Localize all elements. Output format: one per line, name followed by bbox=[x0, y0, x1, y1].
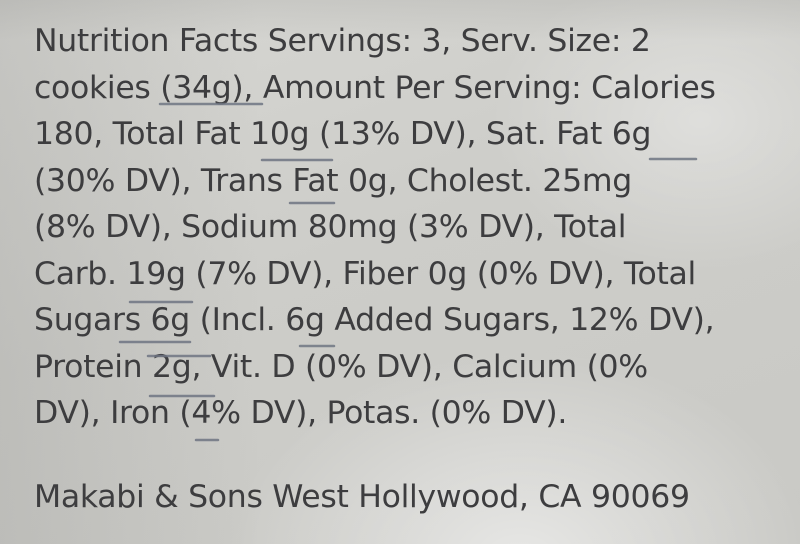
nutrition-line: DV), Iron (4% DV), Potas. (0% DV). bbox=[34, 395, 568, 431]
nutrition-line: Nutrition Facts Servings: 3, Serv. Size:… bbox=[34, 23, 651, 59]
nutrition-line: Sugars 6g (Incl. 6g Added Sugars, 12% DV… bbox=[34, 302, 715, 338]
nutrition-line: Carb. 19g (7% DV), Fiber 0g (0% DV), Tot… bbox=[34, 255, 696, 292]
shadow-left bbox=[0, 0, 260, 544]
nutrition-line: 180, Total Fat 10g (13% DV), Sat. Fat 6g bbox=[34, 116, 652, 152]
shadow-top bbox=[0, 0, 800, 40]
nutrition-line: cookies (34g), Amount Per Serving: Calor… bbox=[34, 69, 716, 106]
nutrition-line: (30% DV), Trans Fat 0g, Cholest. 25mg bbox=[34, 162, 632, 199]
manufacturer-address: Makabi & Sons West Hollywood, CA 90069 bbox=[34, 479, 690, 515]
nutrition-facts-text: Nutrition Facts Servings: 3, Serv. Size:… bbox=[34, 18, 794, 437]
nutrition-line: (8% DV), Sodium 80mg (3% DV), Total bbox=[34, 209, 627, 245]
nutrition-line: Protein 2g, Vit. D (0% DV), Calcium (0% bbox=[34, 348, 648, 385]
